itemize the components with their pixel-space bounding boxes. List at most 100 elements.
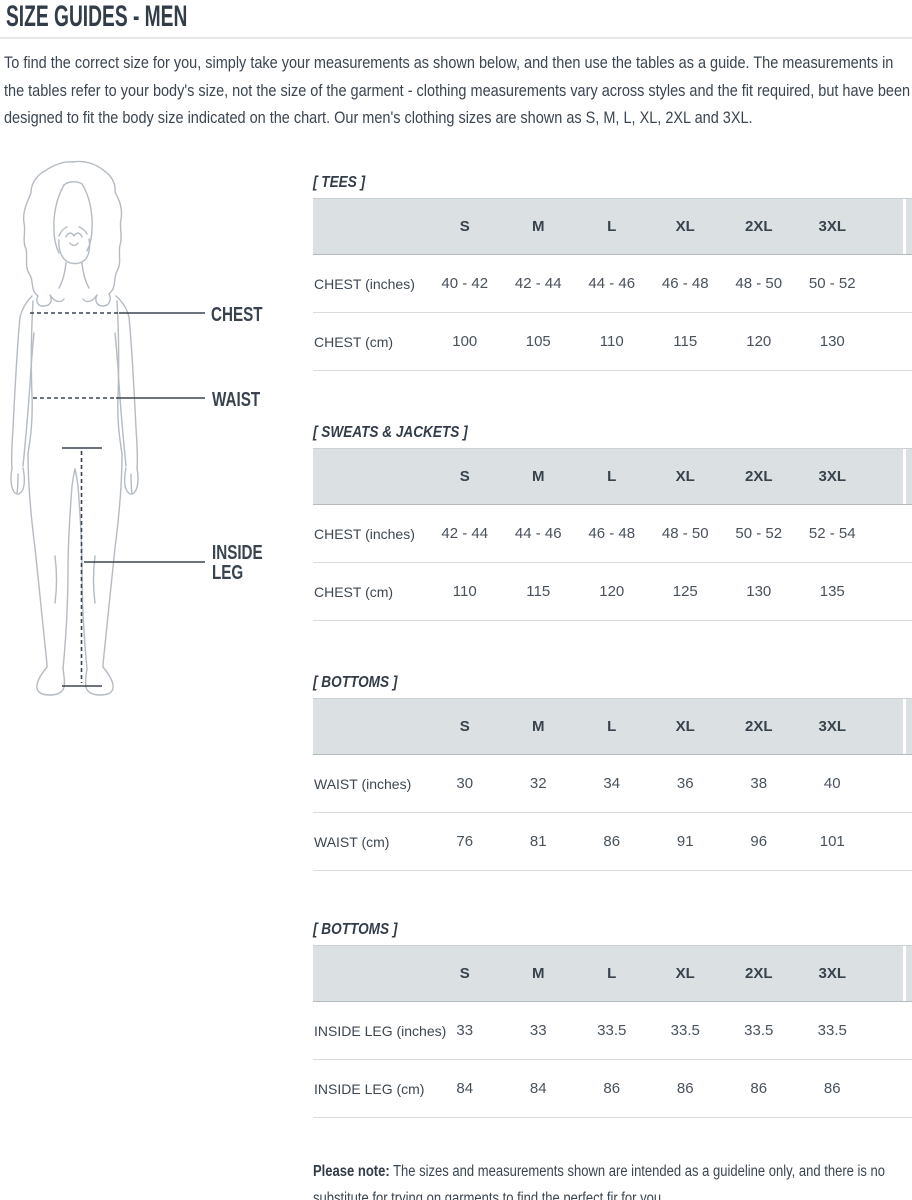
table-row: WAIST (inches) 30 32 34 36 38 40: [313, 755, 912, 813]
row-label: WAIST (cm): [314, 833, 390, 850]
size-value: 105: [525, 333, 551, 350]
size-value: 86: [750, 1080, 768, 1097]
column-header: 2XL: [744, 218, 773, 235]
column-header: M: [532, 218, 545, 235]
size-value: 120: [599, 583, 625, 600]
size-value: 110: [452, 583, 477, 600]
footnote-text: The sizes and measurements shown are int…: [313, 1162, 886, 1200]
column-header: S: [459, 965, 470, 982]
size-value: 110: [599, 333, 624, 350]
table-row: CHEST (inches) 40 - 42 42 - 44 44 - 46 4…: [313, 255, 912, 313]
column-header: M: [532, 468, 545, 485]
column-header: 3XL: [818, 965, 846, 982]
size-value: 33: [529, 1022, 547, 1039]
size-value: 100: [452, 333, 478, 350]
column-header: L: [607, 718, 617, 735]
column-header: S: [459, 718, 470, 735]
size-value: 76: [456, 833, 474, 850]
size-value: 86: [676, 1080, 694, 1097]
row-label: INSIDE LEG (cm): [314, 1080, 425, 1097]
table-header-row: S M L XL 2XL 3XL: [313, 945, 912, 1002]
face-outline: [53, 184, 65, 254]
table-row: INSIDE LEG (cm) 84 84 86 86 86 86: [313, 1060, 912, 1118]
mustache: [65, 232, 83, 238]
size-value: 86: [603, 833, 621, 850]
table-header-row: S M L XL 2XL 3XL: [313, 198, 912, 255]
size-table-bottoms-inside-leg: [ BOTTOMS ] S M L XL 2XL 3XL INSIDE LEG …: [313, 922, 912, 1118]
table-title: [ BOTTOMS ]: [313, 674, 398, 691]
size-value: 44 - 46: [588, 275, 636, 292]
size-value: 86: [823, 1080, 841, 1097]
measurement-lines: [30, 312, 205, 687]
size-value: 86: [603, 1080, 621, 1097]
page-title: SIZE GUIDES - MEN: [6, 0, 188, 33]
column-header: M: [532, 965, 545, 982]
size-value: 101: [819, 833, 845, 850]
table-row: CHEST (cm) 110 115 120 125 130 135: [313, 563, 912, 621]
size-value: 48 - 50: [735, 275, 783, 292]
row-label: CHEST (cm): [314, 333, 394, 350]
size-value: 33.5: [744, 1022, 774, 1039]
size-value: 46 - 48: [661, 275, 709, 292]
row-label: CHEST (inches): [314, 275, 415, 292]
size-value: 33.5: [817, 1022, 847, 1039]
size-value: 42 - 44: [514, 275, 562, 292]
size-value: 33.5: [670, 1022, 700, 1039]
column-header: XL: [675, 965, 695, 982]
column-header: S: [459, 468, 470, 485]
size-value: 96: [750, 833, 768, 850]
size-value: 48 - 50: [661, 525, 709, 542]
column-header: 2XL: [744, 718, 773, 735]
table-header-row: S M L XL 2XL 3XL: [313, 698, 912, 755]
beard: [58, 238, 91, 265]
waist-label: WAIST: [212, 389, 261, 411]
column-header: S: [459, 218, 470, 235]
size-value: 84: [456, 1080, 474, 1097]
column-header: L: [607, 965, 617, 982]
column-header: L: [607, 468, 617, 485]
column-header: 2XL: [744, 468, 773, 485]
right-hand: [123, 467, 139, 495]
table-title: [ TEES ]: [313, 174, 366, 191]
size-value: 33.5: [597, 1022, 627, 1039]
size-value: 135: [819, 583, 845, 600]
chest-label: CHEST: [211, 304, 263, 326]
size-value: 34: [603, 775, 621, 792]
column-header: 3XL: [818, 218, 846, 235]
size-value: 36: [676, 775, 694, 792]
column-header: XL: [675, 218, 695, 235]
row-label: WAIST (inches): [314, 775, 412, 792]
column-header: 2XL: [744, 965, 773, 982]
size-table-tees: [ TEES ] S M L XL 2XL 3XL CHEST (inches)…: [313, 175, 912, 371]
size-value: 44 - 46: [514, 525, 562, 542]
footnote: Please note: The sizes and measurements …: [313, 1158, 906, 1200]
size-value: 125: [672, 583, 698, 600]
column-header: M: [532, 718, 545, 735]
column-header: 3XL: [818, 468, 846, 485]
body-outline: [10, 160, 139, 696]
size-value: 30: [456, 775, 474, 792]
table-row: WAIST (cm) 76 81 86 91 96 101: [313, 813, 912, 871]
size-value: 81: [529, 833, 547, 850]
size-value: 50 - 52: [735, 525, 783, 542]
title-divider: [0, 37, 912, 39]
column-header: L: [607, 218, 617, 235]
table-row: CHEST (cm) 100 105 110 115 120 130: [313, 313, 912, 371]
size-value: 130: [746, 583, 772, 600]
size-value: 42 - 44: [441, 525, 489, 542]
table-header-row: S M L XL 2XL 3XL: [313, 448, 912, 505]
size-value: 120: [746, 333, 772, 350]
footnote-label: Please note:: [313, 1162, 390, 1180]
column-header: 3XL: [818, 718, 846, 735]
row-label: CHEST (inches): [314, 525, 415, 542]
size-value: 84: [529, 1080, 547, 1097]
size-value: 115: [673, 333, 698, 350]
size-value: 115: [526, 583, 551, 600]
inside-leg-label: INSIDE LEG: [212, 542, 263, 584]
row-label: INSIDE LEG (inches): [314, 1022, 447, 1039]
left-hand: [10, 467, 26, 495]
table-row: INSIDE LEG (inches) 33 33 33.5 33.5 33.5…: [313, 1002, 912, 1060]
row-label: CHEST (cm): [314, 583, 394, 600]
size-value: 38: [750, 775, 768, 792]
column-header: XL: [675, 718, 695, 735]
